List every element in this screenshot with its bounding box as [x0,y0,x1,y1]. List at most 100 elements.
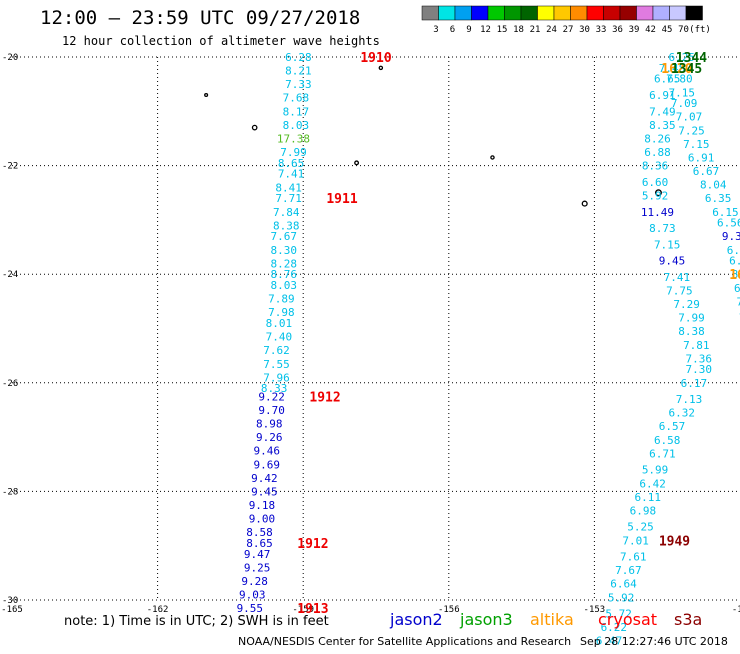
swh-value: 5.25 [627,521,654,534]
colorbar-label: 9 [466,25,471,35]
swh-value: 8.33 [261,382,288,395]
x-tick-label: -153 [584,605,606,615]
swh-value: 7.71 [275,192,302,205]
swh-value: 8.35 [649,119,676,132]
swh-value: 6.28 [285,51,312,64]
time-label: 1345 [671,62,702,77]
page-title: 12:00 – 23:59 UTC 09/27/2018 [40,7,360,29]
satellite-legend-cryosat: cryosat [598,610,657,629]
swh-value: 7.84 [273,206,300,219]
swh-value: 7.81 [683,339,710,352]
colorbar-label: 45 [662,25,673,35]
swh-value: 7.89 [268,293,295,306]
satellite-legend-altika: altika [530,610,574,629]
swh-value: 9.69 [254,458,281,471]
colorbar-swatch [636,5,654,21]
credit-text: NOAA/NESDIS Center for Satellite Applica… [238,635,571,648]
x-tick-label: -15 [732,605,740,615]
swh-value: 9.45 [659,255,686,268]
colorbar-label: 24 [546,25,557,35]
colorbar-label: 42 [645,25,656,35]
swh-value: 9.26 [256,431,283,444]
swh-value: 6.42 [639,477,666,490]
colorbar-swatch [487,5,505,21]
swh-value: 8.04 [700,179,727,192]
x-tick-label: -159 [292,605,314,615]
swh-value: 9.00 [249,513,276,526]
swh-value: 6.64 [610,578,637,591]
swh-value: 9.42 [251,472,278,485]
y-tick-label: -28 [2,487,18,497]
swh-value: 6.91 [649,89,676,102]
island-marker [251,124,258,131]
swh-value: 8.17 [283,105,310,118]
island-marker [581,200,588,207]
y-tick-label: -26 [2,379,18,389]
swh-value: 9.45 [251,485,278,498]
island-marker [378,65,384,71]
time-label: 1619 [729,268,740,283]
swh-value: 7.36 [685,352,712,365]
swh-value: 9.46 [254,445,281,458]
swh-value: 17.38 [277,132,310,145]
swh-value: 7.62 [263,344,290,357]
island-marker [204,92,209,98]
colorbar-swatch [570,5,588,21]
swh-value: 7.49 [649,105,676,118]
swh-value: 6.67 [693,165,720,178]
island-marker [655,189,662,197]
colorbar-swatch [586,5,604,21]
swh-value: 7.13 [676,393,703,406]
swh-value: 6.35 [705,192,732,205]
data-points: 6.288.217.337.688.178.0317.387.998.657.4… [237,51,740,648]
swh-value: 5.92 [642,189,669,202]
swh-value: 9.70 [258,404,285,417]
colorbar-label: (ft) [689,25,711,35]
swh-value: 5.92 [608,591,635,604]
swh-value: 6.25 [669,51,696,64]
colorbar-swatch [553,5,571,21]
swh-value: 6.88 [644,146,671,159]
time-label: 1912 [297,537,328,552]
island-markers [204,65,662,207]
swh-value: 8.03 [271,279,298,292]
swh-value: 9.47 [244,548,271,561]
swh-value: 6.35 [729,255,740,268]
colorbar-swatch [603,5,621,21]
swh-value: 8.11 [732,268,740,281]
swh-value: 6.32 [669,407,696,420]
colorbar-label: 36 [612,25,623,35]
swh-value: 7.01 [622,534,649,547]
swh-value: 6.71 [649,447,676,460]
swh-value: 8.73 [649,222,676,235]
swh-value: 6.47 [596,635,623,648]
colorbar-label: 3 [433,25,438,35]
swh-value: 7.75 [666,284,693,297]
colorbar-swatch [438,5,456,21]
swh-value: 6.91 [688,151,715,164]
satellite-legend-s3a: s3a [674,610,702,629]
y-tick-label: -20 [2,53,18,63]
swh-value: 7.41 [278,168,305,181]
satellite-legend: jason2 jason3 altika cryosat s3a [389,610,702,629]
swh-value: 7.48 [659,62,686,75]
y-tick-label: -22 [2,162,18,172]
island-marker [490,155,495,160]
swh-value: 7.29 [673,298,700,311]
x-tick-label: -165 [1,605,23,615]
swh-value: 7.55 [263,358,290,371]
x-tick-label: -162 [147,605,169,615]
swh-value: 7.80 [666,73,693,86]
footnote: note: 1) Time is in UTC; 2) SWH is in fe… [64,614,329,629]
swh-value: 6.17 [681,377,708,390]
swh-value: 8.76 [271,268,298,281]
colorbar-label: 12 [480,25,491,35]
swh-value: 8.36 [642,160,669,173]
colorbar-swatch [619,5,637,21]
colorbar-label: 39 [629,25,640,35]
swh-value: 8.03 [283,119,310,132]
satellite-legend-jason3: jason3 [459,610,513,629]
swh-value: 7.68 [283,92,310,105]
colorbar-swatch [471,5,489,21]
